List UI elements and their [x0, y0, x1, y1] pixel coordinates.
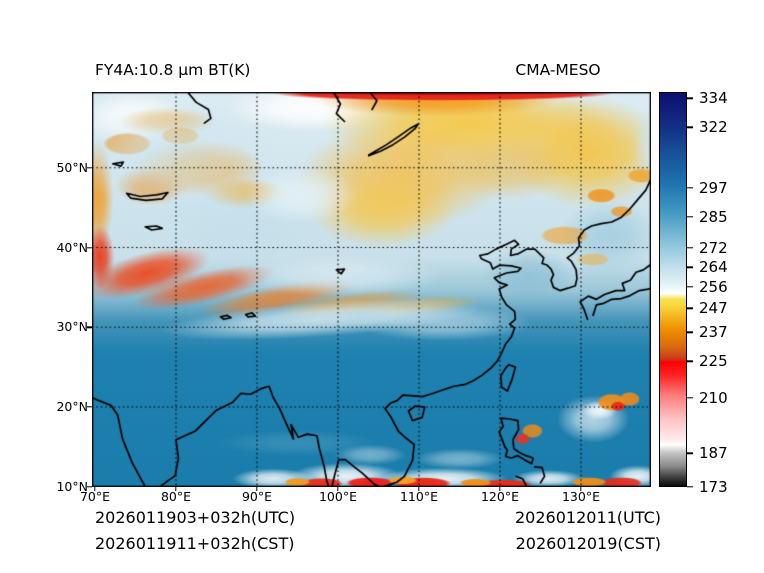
- bt-map-canvas: [92, 92, 651, 487]
- lat-tick-label: 30°N: [56, 319, 88, 335]
- colorbar-tick-label: 187: [699, 444, 728, 463]
- lat-tick-label: 40°N: [56, 239, 88, 255]
- lat-tick-label: 10°N: [56, 478, 88, 494]
- lon-tick-mark: [337, 487, 339, 491]
- colorbar-tick-label: 334: [699, 89, 728, 108]
- init-time-cst: 2026011911+032h(CST): [95, 534, 295, 553]
- colorbar-tick-label: 173: [699, 478, 728, 496]
- lat-tick-label: 20°N: [56, 399, 88, 414]
- colorbar-tick-mark: [687, 247, 693, 249]
- colorbar-tick-label: 247: [699, 299, 728, 318]
- map-panel: [92, 92, 651, 487]
- colorbar-tick-mark: [687, 266, 693, 268]
- colorbar-tick-mark: [687, 396, 693, 399]
- colorbar-tick-label: 272: [699, 238, 728, 257]
- lat-tick-mark: [87, 406, 92, 408]
- lon-tick-label: 130°E: [561, 489, 600, 504]
- colorbar-tick-mark: [687, 486, 693, 488]
- colorbar-tick-mark: [687, 186, 693, 189]
- colorbar-tick-mark: [687, 360, 693, 363]
- colorbar-tick-label: 264: [699, 258, 728, 277]
- lon-tick-label: 90°E: [241, 489, 273, 504]
- lon-tick-label: 80°E: [160, 489, 192, 504]
- colorbar-tick-label: 237: [699, 323, 728, 342]
- colorbar-tick-label: 285: [699, 207, 728, 226]
- lon-tick-mark: [94, 487, 96, 491]
- colorbar-tick-mark: [687, 126, 693, 128]
- colorbar-tick-label: 297: [699, 178, 728, 197]
- lon-tick-mark: [580, 487, 582, 491]
- lon-tick-label: 110°E: [399, 489, 438, 504]
- lon-tick-mark: [175, 487, 177, 491]
- colorbar-tick-mark: [687, 331, 693, 334]
- lon-tick-mark: [256, 487, 258, 491]
- lat-tick-label: 50°N: [56, 159, 88, 175]
- valid-time-utc: 2026012011(UTC): [515, 508, 661, 527]
- colorbar-tick-mark: [687, 285, 693, 288]
- colorbar-tick-mark: [687, 452, 693, 454]
- plot-title-left: FY4A:10.8 μm BT(K): [95, 61, 251, 79]
- lon-tick-label: 120°E: [480, 489, 519, 504]
- plot-title-right: CMA-MESO: [515, 61, 601, 79]
- lat-tick-mark: [87, 246, 92, 249]
- valid-time-cst: 2026012019(CST): [515, 534, 661, 553]
- lat-tick-mark: [87, 486, 92, 488]
- init-time-utc: 2026011903+032h(UTC): [95, 508, 296, 527]
- colorbar-tick-mark: [687, 307, 693, 310]
- colorbar-tick-mark: [687, 215, 693, 218]
- lon-tick-label: 100°E: [318, 489, 357, 504]
- colorbar: [659, 92, 687, 487]
- lon-tick-mark: [499, 487, 501, 491]
- colorbar-tick-label: 225: [699, 352, 728, 371]
- colorbar-tick-mark: [687, 97, 693, 99]
- colorbar-tick-label: 322: [699, 118, 728, 137]
- lat-tick-mark: [87, 326, 92, 328]
- lon-tick-mark: [418, 487, 420, 491]
- lat-tick-mark: [87, 167, 92, 169]
- colorbar-tick-label: 210: [699, 388, 728, 407]
- lon-tick-label: 70°E: [79, 489, 111, 504]
- colorbar-tick-label: 256: [699, 277, 728, 296]
